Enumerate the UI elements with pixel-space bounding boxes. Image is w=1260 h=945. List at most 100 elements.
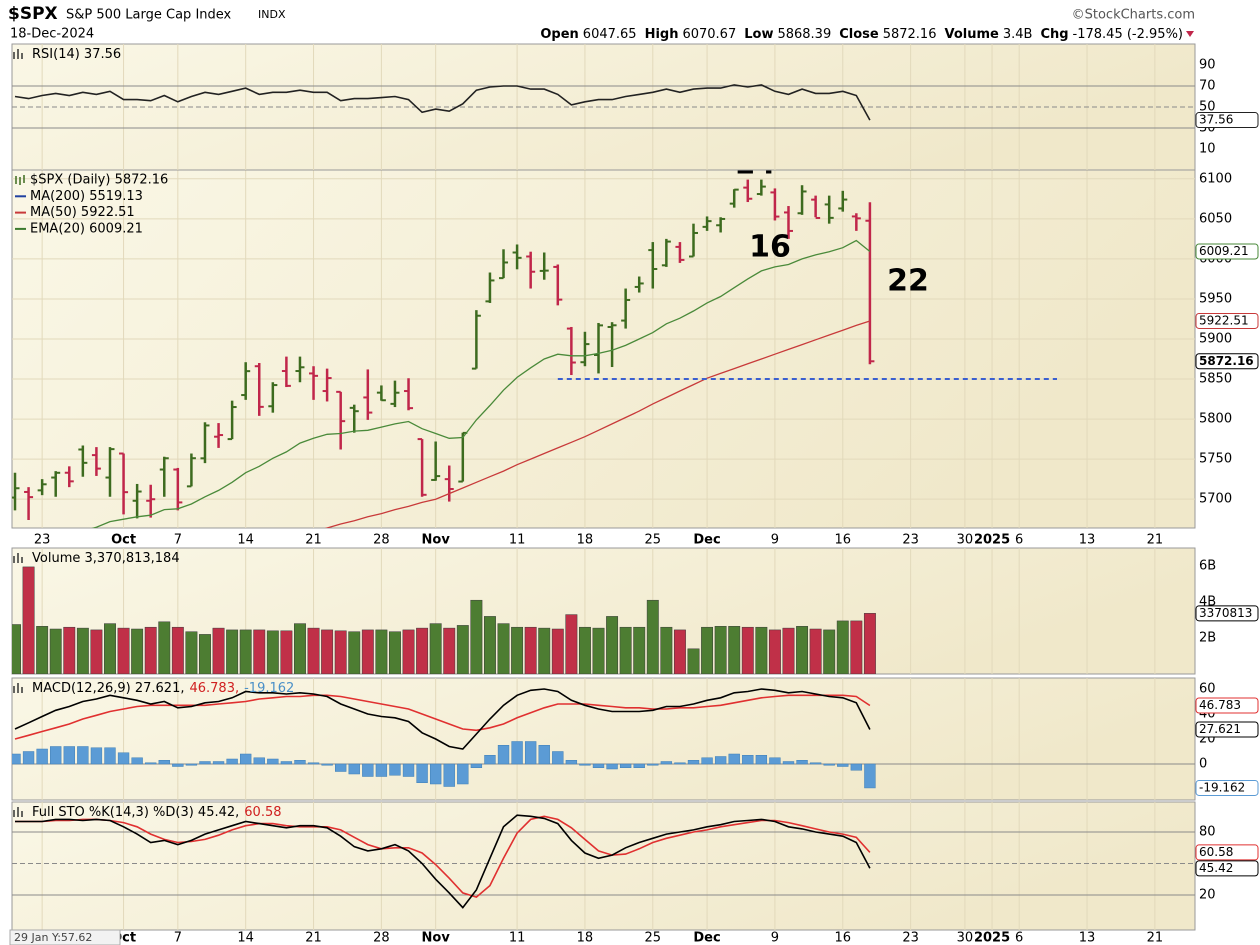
volume-bar bbox=[104, 623, 116, 674]
volume-bar bbox=[253, 629, 266, 674]
histogram-bar bbox=[809, 762, 822, 765]
x-tick-label: 13 bbox=[1079, 931, 1096, 945]
y-tick-label: 60 bbox=[1199, 682, 1216, 697]
volume-bar bbox=[796, 626, 809, 674]
histogram-bar bbox=[280, 761, 293, 765]
histogram-bar bbox=[538, 745, 550, 765]
histogram-bar bbox=[647, 763, 659, 766]
histogram-bar bbox=[321, 763, 333, 766]
histogram-bar bbox=[131, 757, 143, 765]
x-tick-label: 14 bbox=[237, 533, 254, 548]
volume-bar bbox=[307, 627, 320, 674]
volume-bar bbox=[497, 623, 510, 674]
legend: Full STO %K(14,3) %D(3) 45.42, 60.58 bbox=[32, 805, 282, 820]
panel bbox=[11, 801, 1196, 931]
volume-bar bbox=[768, 629, 781, 674]
histogram-bar bbox=[362, 763, 374, 777]
x-tick-label: 21 bbox=[305, 533, 322, 548]
y-tick-label: 80 bbox=[1199, 825, 1216, 840]
stat-value: 5872.16 bbox=[883, 27, 937, 42]
histogram-bar bbox=[402, 763, 415, 777]
x-tick-label: Nov bbox=[422, 931, 451, 945]
value-box bbox=[1195, 697, 1259, 714]
panel bbox=[11, 677, 1196, 801]
histogram-bar bbox=[782, 761, 795, 765]
volume-bar bbox=[565, 614, 578, 674]
value-box bbox=[1195, 243, 1259, 260]
volume-bar bbox=[375, 629, 388, 674]
tooltip: 29 Jan Y:57.62 bbox=[14, 931, 92, 944]
volume-bar bbox=[158, 621, 171, 674]
x-tick-label: 16 bbox=[834, 533, 851, 548]
legend: RSI(14) 37.56 bbox=[32, 47, 121, 62]
x-tick-label: 13 bbox=[1079, 533, 1096, 548]
volume-bar bbox=[212, 627, 225, 674]
x-tick-label: 23 bbox=[902, 533, 919, 548]
series-line bbox=[14, 694, 871, 740]
series-line bbox=[15, 815, 871, 898]
histogram-bar bbox=[687, 760, 700, 765]
volume-bar bbox=[755, 626, 768, 674]
legend: MACD(12,26,9) 27.621, 46.783, -19.162 bbox=[32, 681, 294, 696]
volume-bar bbox=[131, 628, 144, 674]
series-line bbox=[15, 814, 871, 909]
volume-bar bbox=[185, 631, 198, 674]
volume-bar bbox=[12, 624, 21, 674]
histogram-bar bbox=[185, 763, 198, 766]
value-box-label: 46.783 bbox=[1199, 698, 1241, 712]
plot bbox=[12, 44, 1195, 170]
histogram-bar bbox=[145, 762, 157, 765]
legend-label: Volume 3,370,813,184 bbox=[32, 551, 180, 566]
volume-bar bbox=[863, 613, 876, 674]
legend-icon bbox=[13, 807, 23, 817]
stat-label: Low bbox=[744, 27, 773, 42]
legend-label: 60.58 bbox=[244, 805, 281, 820]
symbol: $SPX bbox=[8, 4, 58, 24]
histogram-bar bbox=[90, 747, 103, 765]
series-line bbox=[14, 84, 871, 121]
histogram-bar bbox=[850, 763, 863, 771]
histogram-bar bbox=[158, 760, 170, 765]
legend-icon bbox=[13, 553, 23, 563]
stats: Open 6047.65 High 6070.67 Low 5868.39 Close 587… bbox=[540, 27, 1183, 42]
value-box bbox=[1195, 112, 1259, 129]
volume-bar bbox=[171, 626, 184, 674]
histogram-bar bbox=[606, 763, 618, 770]
y-tick-label: 20 bbox=[1199, 888, 1216, 903]
stat-label: Open bbox=[540, 27, 578, 42]
histogram-bar bbox=[199, 761, 211, 765]
histogram-bar bbox=[117, 752, 130, 765]
x-tick-label: 30 bbox=[957, 931, 974, 945]
y-tick-label: 5950 bbox=[1199, 291, 1232, 306]
histogram-bar bbox=[619, 763, 632, 768]
histogram-bar bbox=[104, 747, 116, 765]
stat-label: Close bbox=[839, 27, 879, 42]
histogram-bar bbox=[769, 757, 781, 765]
x-tick-label: 21 bbox=[305, 931, 322, 945]
histogram-bar bbox=[796, 760, 808, 765]
histogram-bar bbox=[457, 763, 469, 785]
value-box-label: 60.58 bbox=[1199, 845, 1233, 859]
value-box bbox=[1195, 605, 1259, 622]
volume-bar bbox=[63, 626, 76, 674]
value-box-label: 5872.16 bbox=[1199, 354, 1254, 368]
x-tick-label: Dec bbox=[693, 931, 720, 945]
histogram-bar bbox=[728, 753, 740, 765]
change-arrow bbox=[1186, 31, 1194, 37]
histogram-bar bbox=[429, 763, 442, 785]
volume-bar bbox=[619, 626, 632, 674]
histogram-bar bbox=[565, 760, 578, 765]
volume-bar bbox=[416, 627, 429, 674]
volume-bar bbox=[782, 627, 795, 674]
histogram-bar bbox=[524, 741, 537, 765]
x-tick-label: 28 bbox=[373, 931, 390, 945]
histogram-bar bbox=[742, 755, 754, 765]
volume-bar bbox=[226, 629, 239, 674]
histogram-bar bbox=[389, 763, 401, 776]
histogram-bar bbox=[63, 746, 75, 765]
plot bbox=[12, 802, 1195, 930]
histogram-bar bbox=[592, 763, 605, 768]
x-tick-label: 9 bbox=[771, 533, 779, 548]
